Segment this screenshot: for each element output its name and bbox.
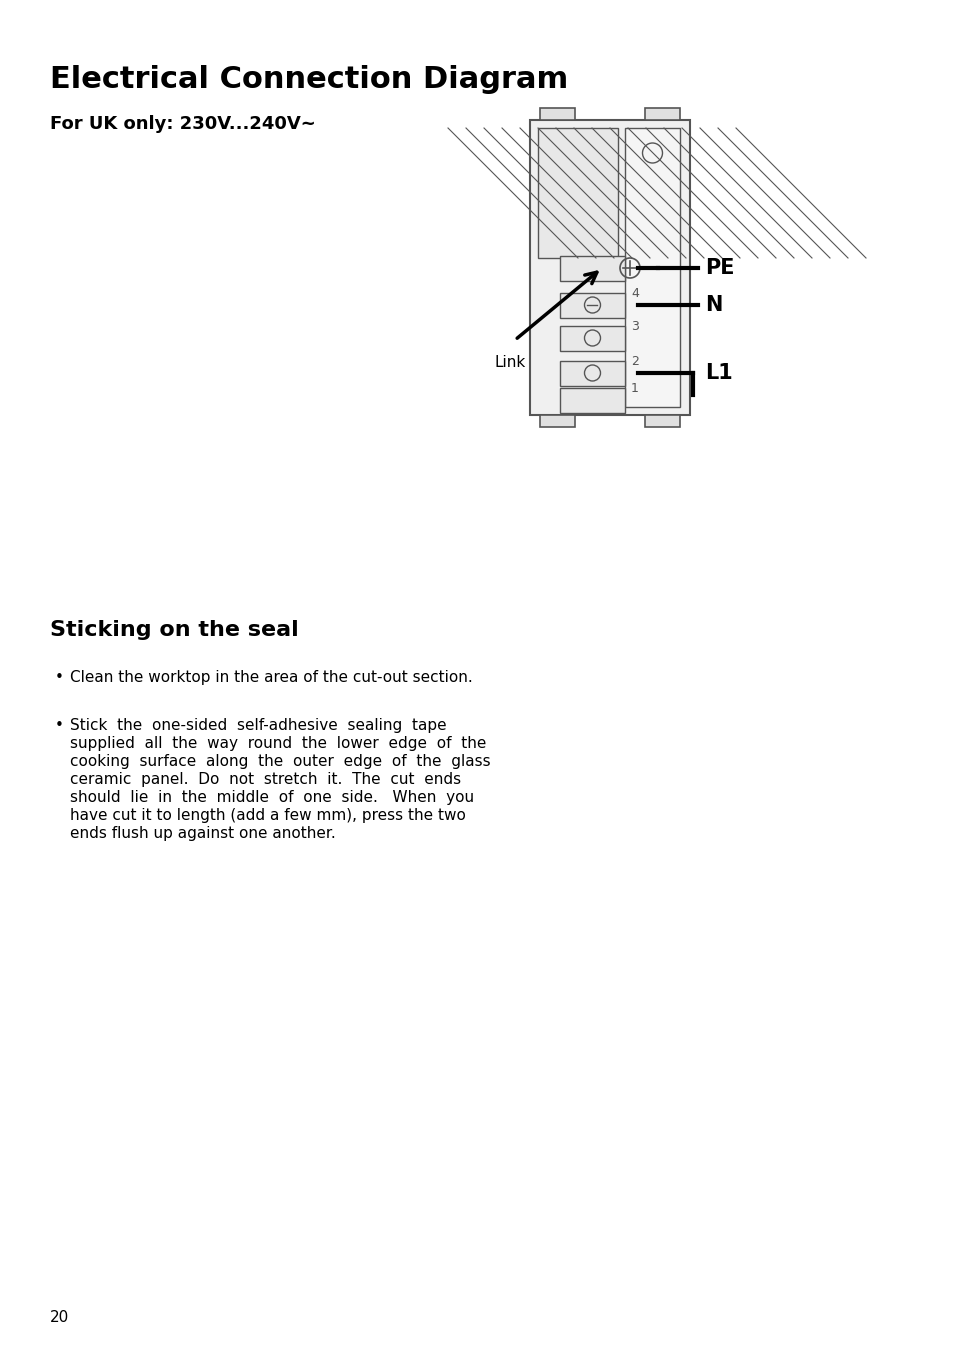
Bar [559, 361, 624, 385]
Text: •: • [55, 670, 64, 685]
Text: have cut it to length (add a few mm), press the two: have cut it to length (add a few mm), pr… [70, 808, 465, 823]
Bar [644, 415, 679, 427]
Text: 3: 3 [630, 320, 639, 332]
Text: Electrical Connection Diagram: Electrical Connection Diagram [50, 65, 568, 95]
Bar [559, 293, 624, 317]
Text: 2: 2 [630, 355, 639, 367]
Text: PE: PE [704, 258, 734, 278]
Text: cooking  surface  along  the  outer  edge  of  the  glass: cooking surface along the outer edge of … [70, 754, 490, 769]
Text: ends flush up against one another.: ends flush up against one another. [70, 825, 335, 842]
Bar [559, 388, 624, 412]
Text: For UK only: 230V...240V~: For UK only: 230V...240V~ [50, 115, 315, 132]
Text: 1: 1 [630, 382, 639, 394]
Bar [644, 108, 679, 120]
Bar [559, 255, 624, 281]
Bar [559, 326, 624, 350]
Text: 20: 20 [50, 1310, 70, 1325]
Bar [539, 108, 575, 120]
Bar [537, 128, 618, 258]
Text: Stick  the  one-sided  self-adhesive  sealing  tape: Stick the one-sided self-adhesive sealin… [70, 717, 446, 734]
Bar [539, 415, 575, 427]
Text: Sticking on the seal: Sticking on the seal [50, 620, 298, 640]
Text: L1: L1 [704, 363, 732, 382]
Text: Link: Link [494, 355, 525, 370]
Bar [624, 128, 679, 407]
Text: Clean the worktop in the area of the cut-out section.: Clean the worktop in the area of the cut… [70, 670, 473, 685]
Text: •: • [55, 717, 64, 734]
Text: ceramic  panel.  Do  not  stretch  it.  The  cut  ends: ceramic panel. Do not stretch it. The cu… [70, 771, 460, 788]
Bar [530, 120, 689, 415]
Text: supplied  all  the  way  round  the  lower  edge  of  the: supplied all the way round the lower edg… [70, 736, 486, 751]
Text: should  lie  in  the  middle  of  one  side.   When  you: should lie in the middle of one side. Wh… [70, 790, 474, 805]
Text: N: N [704, 295, 721, 315]
Text: 4: 4 [630, 286, 639, 300]
